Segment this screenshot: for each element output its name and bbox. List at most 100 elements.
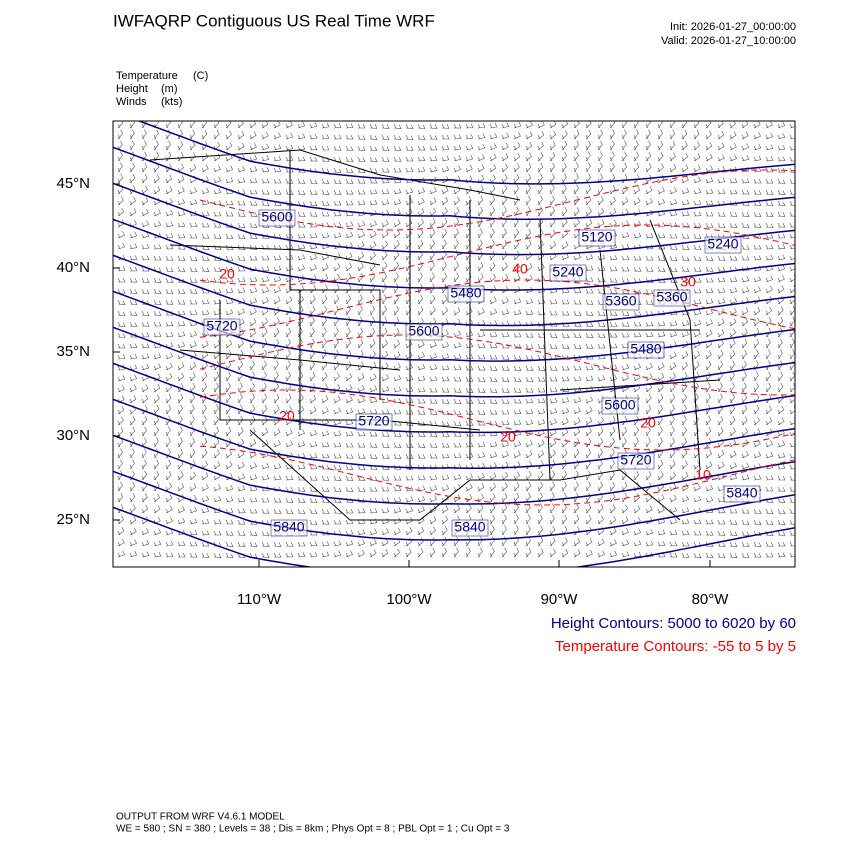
wind-barb: [237, 473, 246, 481]
wind-barb: [393, 305, 399, 316]
wind-barb: [417, 272, 423, 283]
wind-barb: [393, 442, 402, 449]
wind-barb: [465, 547, 471, 558]
wind-barb: [645, 540, 654, 547]
wind-barb: [501, 492, 508, 503]
wind-barb: [177, 404, 183, 415]
wind-barb: [465, 133, 474, 140]
wind-barb: [141, 332, 150, 338]
label-box: [617, 452, 655, 470]
wind-barb: [453, 536, 459, 547]
field-name: Temperature: [116, 70, 178, 82]
wind-barb: [753, 405, 760, 415]
wind-barb: [621, 363, 630, 371]
wind-barb: [129, 299, 138, 306]
wind-barb: [717, 142, 725, 151]
wind-barb: [525, 365, 534, 372]
wind-barb: [789, 189, 795, 195]
wind-barb: [477, 547, 483, 558]
wind-barb: [441, 515, 448, 525]
wind-barb: [729, 339, 736, 349]
wind-barb: [609, 266, 618, 272]
wind-barb: [693, 519, 702, 525]
wind-barb: [621, 332, 630, 338]
wind-barb: [573, 310, 582, 316]
wind-barb: [549, 343, 558, 350]
wind-barb: [393, 339, 400, 349]
wind-barb: [777, 464, 786, 470]
wind-barb: [777, 552, 786, 558]
wind-barb: [297, 222, 306, 228]
temperature-contour: [199, 334, 795, 396]
wind-barb: [261, 404, 268, 415]
wind-barb: [705, 298, 714, 305]
wind-barb: [417, 398, 426, 404]
wind-barb: [765, 371, 771, 382]
wind-barb: [693, 350, 700, 360]
wind-barb: [309, 371, 316, 382]
temperature-contour: [199, 389, 795, 451]
wind-barb: [705, 153, 713, 162]
wind-barb: [117, 242, 126, 250]
wind-barb: [141, 162, 148, 173]
wind-barb: [789, 305, 795, 316]
wind-barb: [117, 343, 126, 349]
wind-barb: [753, 275, 762, 283]
wind-barb: [609, 332, 618, 338]
label-box: [653, 289, 691, 307]
wind-barb: [381, 261, 388, 272]
wind-barb: [453, 420, 462, 426]
wind-barb: [321, 232, 330, 239]
wind-barb: [165, 255, 174, 261]
wind-barb: [417, 134, 426, 140]
wind-barb: [573, 365, 582, 371]
wind-barb: [369, 539, 377, 547]
wind-barb: [561, 206, 568, 217]
wind-barb: [621, 196, 629, 206]
wind-barb: [609, 459, 615, 470]
wind-barb: [285, 428, 293, 437]
wind-barb: [261, 143, 270, 151]
wind-barb: [189, 341, 197, 349]
wind-barb: [657, 459, 664, 470]
wind-barb: [153, 394, 160, 404]
wind-barb: [333, 395, 341, 404]
wind-barb: [333, 407, 341, 415]
wind-barb: [465, 206, 472, 217]
wind-barb: [561, 310, 570, 316]
wind-barb: [237, 287, 246, 294]
wind-barb: [309, 453, 318, 459]
wind-barb: [765, 254, 774, 261]
wind-barb: [621, 140, 627, 151]
wind-barb: [405, 375, 414, 382]
wind-barb: [165, 129, 171, 140]
wind-barb: [777, 222, 786, 228]
wind-barb: [345, 145, 354, 151]
wind-barb: [549, 184, 555, 195]
wind-barb: [657, 494, 665, 503]
wind-barb: [729, 131, 737, 140]
wind-barb: [321, 395, 329, 404]
wind-barb: [309, 253, 318, 261]
wind-barb: [249, 485, 258, 492]
wind-barb: [681, 530, 690, 536]
wind-barb: [717, 277, 726, 283]
wind-barb: [393, 517, 402, 525]
wind-barb: [381, 145, 390, 152]
wind-barb: [513, 492, 520, 503]
wind-barb: [477, 133, 486, 140]
wind-barb: [777, 530, 786, 536]
wind-barb: [585, 129, 592, 140]
wind-barb: [621, 288, 630, 294]
wind-barb: [753, 371, 759, 382]
wind-barb: [177, 140, 184, 151]
wind-barb: [309, 178, 318, 185]
wind-barb: [333, 360, 340, 371]
label-box: [602, 293, 640, 311]
wind-barb: [333, 167, 342, 174]
wind-barb: [465, 442, 474, 448]
wind-barb: [513, 309, 522, 316]
wind-barb: [597, 459, 603, 470]
wind-barb: [345, 200, 354, 206]
wind-barb: [201, 199, 210, 206]
